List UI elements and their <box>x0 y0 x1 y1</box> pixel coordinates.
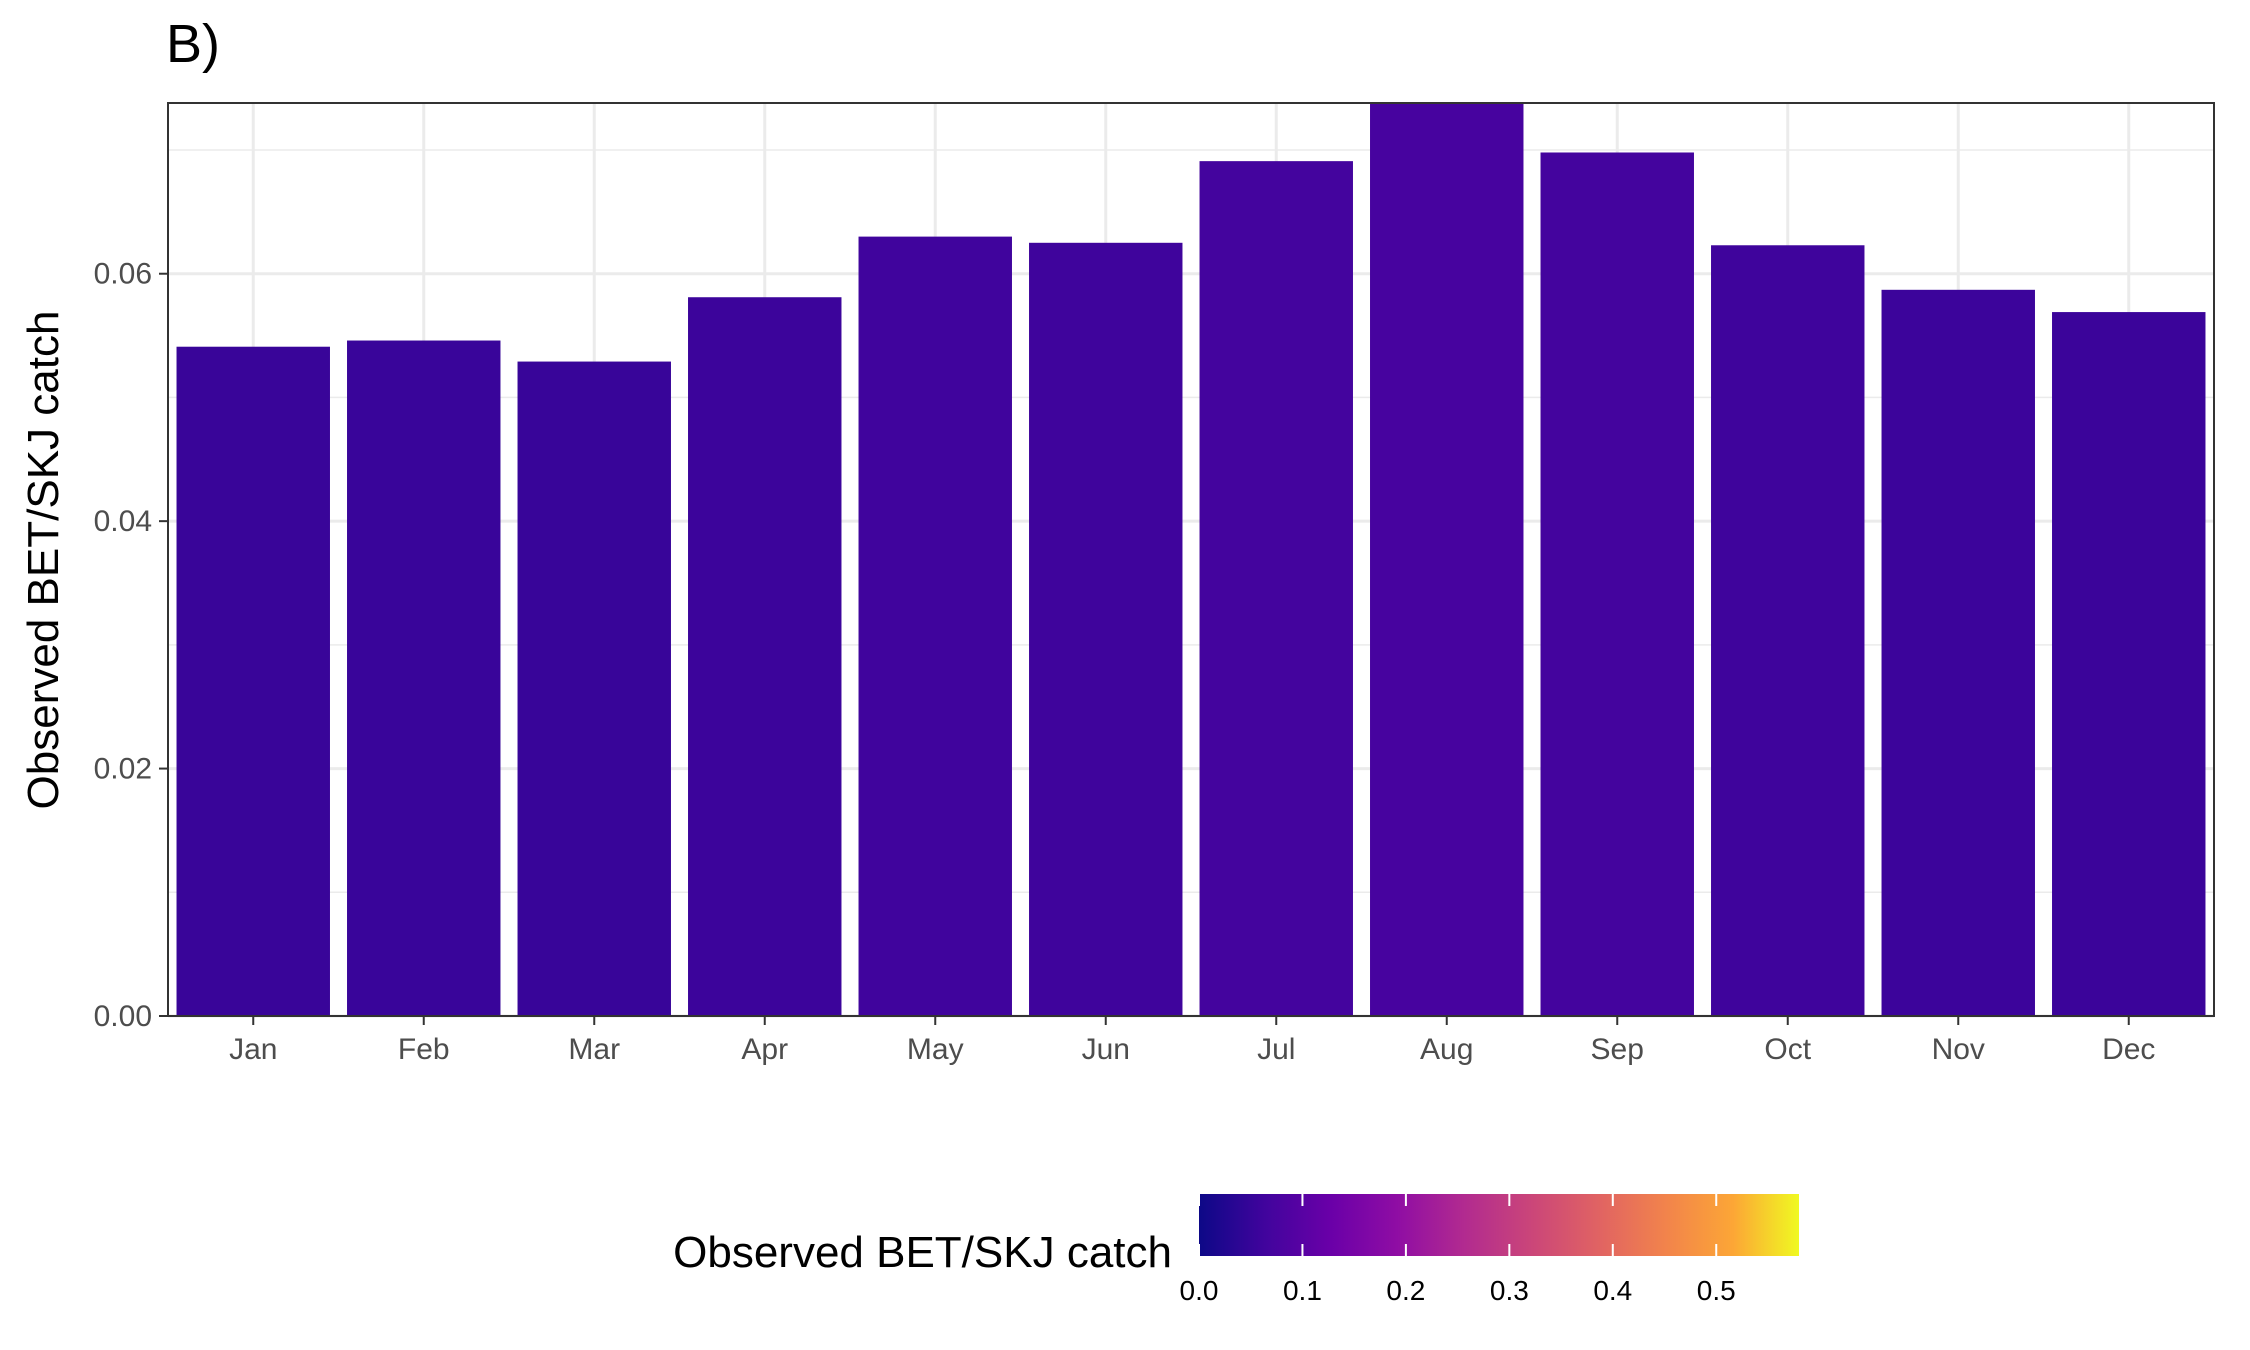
bar-apr <box>688 297 842 1016</box>
legend-tick-label: 0.0 <box>1180 1275 1219 1306</box>
y-tick-label: 0.02 <box>94 753 152 786</box>
minor-gridlines <box>168 149 2214 894</box>
legend-title: Observed BET/SKJ catch <box>673 1228 1172 1277</box>
bar-feb <box>347 340 501 1016</box>
bar-oct <box>1711 245 1865 1016</box>
bar-jun <box>1029 242 1183 1016</box>
x-tick-label-jun: Jun <box>1082 1033 1130 1066</box>
x-tick-label-sep: Sep <box>1591 1033 1644 1066</box>
y-axis-title: Observed BET/SKJ catch <box>19 311 68 810</box>
bar-may <box>858 236 1012 1017</box>
x-tick-label-feb: Feb <box>398 1033 450 1066</box>
x-tick-label-nov: Nov <box>1932 1033 1985 1066</box>
bar-nov <box>1881 289 2035 1016</box>
x-tick-label-dec: Dec <box>2102 1033 2155 1066</box>
x-tick-label-oct: Oct <box>1764 1033 1811 1066</box>
y-axis: 0.00 0.02 0.04 0.06 <box>94 258 168 1033</box>
plot-panel-border <box>167 102 2215 1017</box>
y-tick-label: 0.04 <box>94 505 152 538</box>
bar-dec <box>2052 312 2206 1016</box>
x-tick-label-mar: Mar <box>568 1033 620 1066</box>
bar-aug <box>1370 103 1524 1016</box>
bars <box>176 103 2206 1017</box>
legend-tick-label: 0.2 <box>1386 1275 1425 1306</box>
legend-colorbar <box>1199 1194 1799 1256</box>
legend-tick-label: 0.4 <box>1593 1275 1632 1306</box>
y-tick-label: 0.06 <box>94 258 152 291</box>
bar-jan <box>176 346 330 1016</box>
panel-tag: B) <box>166 14 220 74</box>
legend-tick-label: 0.5 <box>1697 1275 1736 1306</box>
x-tick-label-apr: Apr <box>741 1033 788 1066</box>
legend-tick-label: 0.1 <box>1283 1275 1322 1306</box>
x-axis: Jan Feb Mar Apr May Jun Jul Aug Sep Oct Nov Dec <box>229 1016 2155 1066</box>
legend: Observed BET/SKJ catch 0.0 0.1 0.2 0.3 0.4 0.… <box>673 1194 1799 1306</box>
bar-mar <box>517 361 671 1016</box>
x-tick-label-jan: Jan <box>229 1033 277 1066</box>
bar-jul <box>1199 161 1353 1016</box>
legend-tick-label: 0.3 <box>1490 1275 1529 1306</box>
y-tick-label: 0.00 <box>94 1000 152 1033</box>
bar-sep <box>1540 152 1694 1016</box>
legend-ticks: 0.0 0.1 0.2 0.3 0.4 0.5 <box>1180 1194 1736 1306</box>
x-tick-label-aug: Aug <box>1420 1033 1473 1066</box>
x-tick-label-jul: Jul <box>1257 1033 1295 1066</box>
x-tick-label-may: May <box>907 1033 964 1066</box>
